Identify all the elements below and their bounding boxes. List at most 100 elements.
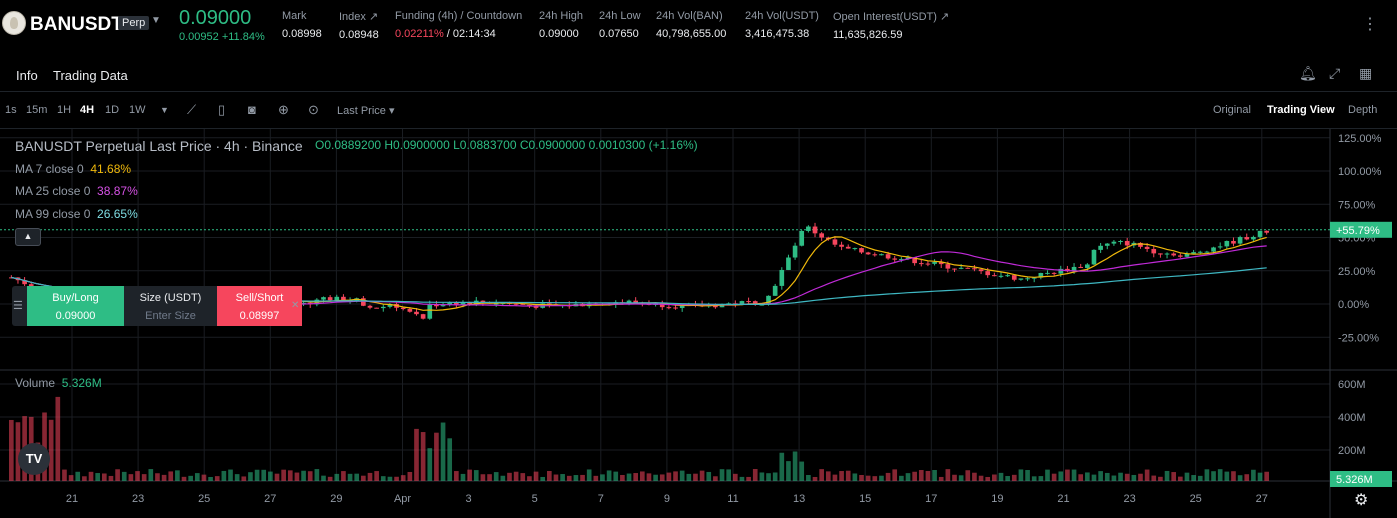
candle-body	[719, 304, 725, 308]
close-icon[interactable]: ✕	[291, 300, 300, 311]
volume-bar	[938, 476, 944, 481]
candle-body	[334, 296, 340, 301]
size-input[interactable]: Size (USDT) Enter Size	[139, 292, 202, 322]
candle-body	[1005, 275, 1010, 277]
candle-body	[367, 305, 373, 308]
timeframe-1d[interactable]: 1D	[105, 104, 120, 116]
volume-bar	[872, 476, 878, 481]
volume-bar	[719, 469, 725, 481]
candle-body	[792, 245, 798, 258]
volume-bar	[547, 470, 552, 481]
candle-body	[812, 226, 818, 234]
candle-body	[759, 304, 765, 306]
candle-body	[1045, 272, 1050, 274]
timeframe-4h[interactable]: 4H	[80, 104, 95, 116]
collapse-legend-button[interactable]: ▲	[15, 228, 41, 246]
candle-body	[872, 254, 878, 256]
timeframe-15m[interactable]: 15m	[26, 104, 48, 116]
volume-legend: Volume 5.326M	[15, 376, 102, 390]
volume-bar	[1138, 473, 1143, 481]
volume-bar	[8, 419, 14, 481]
add-indicator-icon[interactable]: ⊕	[278, 102, 289, 117]
volume-bar	[513, 471, 519, 481]
volume-bar	[473, 470, 479, 481]
volume-bar	[1144, 469, 1150, 481]
candle-body	[958, 267, 964, 269]
volume-bar	[1217, 469, 1223, 481]
more-icon[interactable]: ⋮	[1362, 16, 1379, 33]
volume-bar	[1171, 472, 1177, 481]
settings-toggle-icon[interactable]: ⊙	[308, 102, 319, 117]
sell-short-button[interactable]: Sell/Short 0.08997	[217, 286, 302, 326]
volume-bar	[1264, 471, 1270, 481]
chevron-down-icon[interactable]: ▼	[151, 15, 161, 26]
candle-type-icon[interactable]: ▯	[218, 102, 226, 117]
timeframe-dropdown-icon[interactable]: ▼	[160, 105, 169, 115]
view-depth[interactable]: Depth	[1348, 104, 1378, 116]
indicator-icon[interactable]: ⟋	[187, 102, 197, 117]
expand-icon[interactable]: ⤢	[1329, 65, 1341, 81]
candle-body	[766, 295, 771, 305]
volume-bar	[281, 469, 286, 481]
volume-bar	[447, 438, 453, 481]
date-axis-label: 3	[466, 493, 472, 505]
stat-open-interest[interactable]: Open Interest(USDT) ↗ 11,635,826.59	[833, 11, 950, 41]
view-trading-view[interactable]: Trading View	[1267, 104, 1335, 116]
volume-bar	[454, 471, 459, 481]
quick-order-panel: ☰ Buy/Long 0.09000 Size (USDT) Enter Siz…	[12, 286, 302, 326]
drag-handle-icon[interactable]: ☰	[13, 300, 23, 312]
candle-body	[22, 280, 27, 285]
grid-layout-icon[interactable]: ▦	[1359, 65, 1373, 81]
date-axis-label: 11	[727, 493, 738, 505]
volume-bar	[620, 474, 625, 481]
date-axis-label: 9	[664, 493, 670, 505]
candle-body	[533, 305, 539, 308]
ma25-legend: MA 25 close 0 38.87%	[15, 184, 138, 198]
volume-bar	[925, 470, 931, 481]
gear-icon[interactable]: ⚙	[1354, 492, 1369, 509]
volume-bar	[626, 473, 632, 481]
candle-body	[420, 314, 426, 319]
volume-bar	[1124, 473, 1130, 481]
volume-bar	[892, 469, 898, 481]
price-type-select[interactable]: Last Price ▾	[337, 105, 395, 117]
volume-bar	[527, 476, 532, 481]
candle-body	[480, 300, 486, 303]
volume-axis-label: 600M	[1338, 379, 1366, 391]
volume-bar	[653, 474, 658, 481]
timeframe-1h[interactable]: 1H	[57, 104, 72, 116]
candle-body	[992, 275, 997, 277]
volume-bar	[95, 473, 100, 481]
volume-bar	[221, 470, 227, 481]
volume-bar	[394, 476, 399, 481]
volume-bar	[686, 473, 692, 481]
timeframe-1s[interactable]: 1s	[5, 104, 17, 116]
price-change: 0.00952 +11.84%	[179, 31, 265, 43]
view-original[interactable]: Original	[1213, 104, 1251, 116]
camera-icon[interactable]: ◙	[248, 102, 256, 117]
candle-body	[952, 268, 957, 270]
volume-bar	[1184, 472, 1190, 481]
volume-bar	[972, 472, 977, 481]
stat-index[interactable]: Index ↗ 0.08948	[339, 11, 379, 41]
tab-info[interactable]: Info	[16, 68, 38, 83]
volume-bar	[88, 471, 94, 481]
buy-long-button[interactable]: Buy/Long 0.09000	[27, 286, 124, 326]
stat-funding: Funding (4h) / Countdown 0.02211% / 02:1…	[395, 10, 523, 40]
candle-body	[1038, 272, 1044, 278]
candle-body	[912, 257, 917, 264]
bell-icon[interactable]: 🔔︎	[1299, 65, 1317, 81]
symbol-name[interactable]: BANUSDT	[30, 14, 123, 35]
volume-bar	[852, 473, 858, 481]
volume-bar	[992, 474, 997, 481]
tab-trading-data[interactable]: Trading Data	[53, 68, 128, 83]
volume-bar	[1211, 471, 1216, 481]
volume-bar	[945, 469, 951, 481]
volume-bar	[15, 422, 21, 481]
candle-body	[1151, 248, 1157, 254]
volume-bar	[792, 451, 798, 481]
volume-bar	[1178, 476, 1183, 481]
candle-body	[859, 248, 864, 253]
timeframe-1w[interactable]: 1W	[129, 104, 146, 116]
stat-mark: Mark 0.08998	[282, 10, 322, 40]
